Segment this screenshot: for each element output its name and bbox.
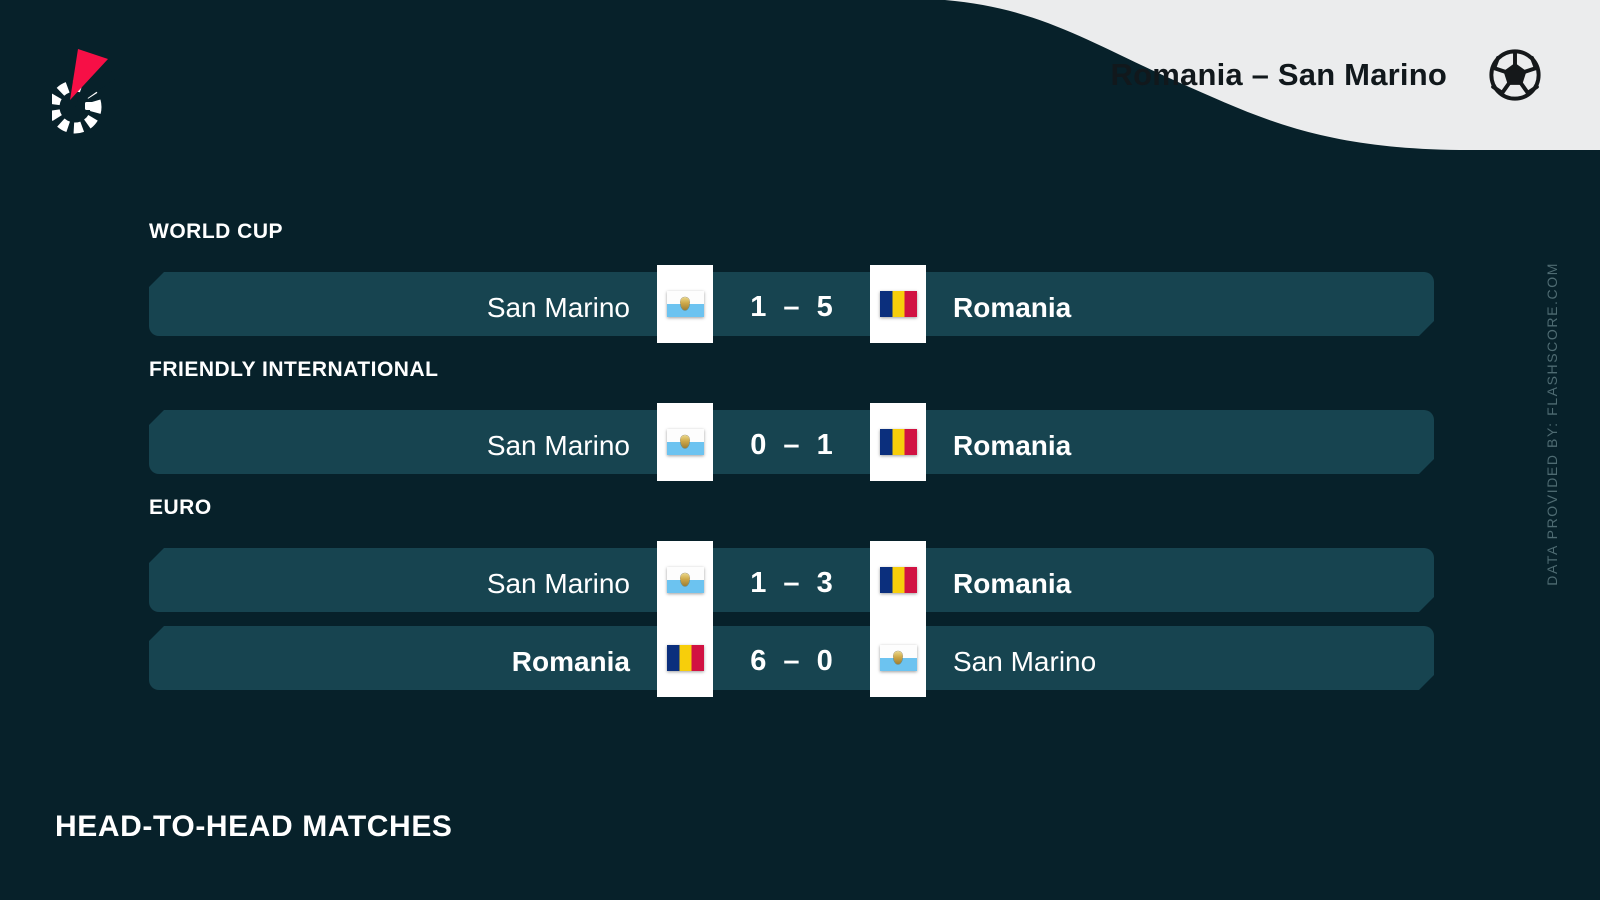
score-separator: – (783, 567, 800, 599)
away-team-flag-icon (879, 567, 917, 593)
away-team-flag-icon (879, 429, 917, 455)
match-row: San Marino 0 – 1 Romania (149, 403, 1434, 481)
match-row: San Marino 1 – 5 Romania (149, 265, 1434, 343)
data-provider-watermark: DATA PROVIDED BY: FLASHSCORE.COM (1544, 262, 1560, 586)
match-row-background (149, 626, 1434, 690)
section-label-friendly-international: FRIENDLY INTERNATIONAL (149, 358, 439, 381)
away-team-flag-box (870, 619, 926, 697)
section-label-euro: EURO (149, 496, 212, 519)
match-row-background (149, 410, 1434, 474)
home-team-name: Romania (511, 645, 630, 677)
flashscore-logo-icon (52, 49, 116, 134)
header-background-shape (945, 0, 1600, 150)
match-row: San Marino 1 – 3 Romania (149, 541, 1434, 619)
home-team-flag-icon (666, 567, 704, 593)
match-score: 1 – 3 (713, 548, 870, 619)
home-team-flag-box (657, 403, 713, 481)
match-row: Romania 6 – 0 San Marino (149, 619, 1434, 697)
score-separator: – (783, 291, 800, 323)
match-row-background (149, 548, 1434, 612)
away-team-flag-box (870, 265, 926, 343)
away-team-name: Romania (953, 567, 1072, 599)
match-score: 0 – 1 (713, 410, 870, 481)
home-score: 0 (750, 429, 767, 461)
home-team-flag-icon (666, 291, 704, 317)
away-team-flag-box (870, 403, 926, 481)
home-team-name: San Marino (486, 429, 630, 461)
home-team-flag-box (657, 619, 713, 697)
home-score: 1 (750, 567, 767, 599)
home-team-flag-icon (666, 645, 704, 671)
head-to-head-list: WORLD CUP San Marino 1 – 5 Romania FRIEN… (149, 212, 1434, 697)
home-team-name: San Marino (486, 567, 630, 599)
section-label-world-cup: WORLD CUP (149, 220, 283, 243)
match-score: 6 – 0 (713, 626, 870, 697)
soccer-ball-icon (1489, 49, 1541, 101)
page-title: Romania – San Marino (1110, 57, 1447, 92)
away-score: 1 (816, 429, 833, 461)
away-score: 0 (816, 645, 833, 677)
score-separator: – (783, 429, 800, 461)
home-team-flag-box (657, 265, 713, 343)
away-score: 3 (816, 567, 833, 599)
away-team-flag-icon (879, 291, 917, 317)
score-separator: – (783, 645, 800, 677)
away-team-name: Romania (953, 429, 1072, 461)
match-score: 1 – 5 (713, 272, 870, 343)
match-row-background (149, 272, 1434, 336)
home-team-name: San Marino (486, 291, 630, 323)
home-score: 6 (750, 645, 767, 677)
head-to-head-heading: HEAD-TO-HEAD MATCHES (55, 810, 453, 843)
away-team-flag-box (870, 541, 926, 619)
away-score: 5 (816, 291, 833, 323)
away-team-name: San Marino (953, 645, 1097, 677)
home-score: 1 (750, 291, 767, 323)
header: Romania – San Marino (1111, 0, 1543, 150)
home-team-flag-icon (666, 429, 704, 455)
home-team-flag-box (657, 541, 713, 619)
away-team-flag-icon (879, 645, 917, 671)
away-team-name: Romania (953, 291, 1072, 323)
